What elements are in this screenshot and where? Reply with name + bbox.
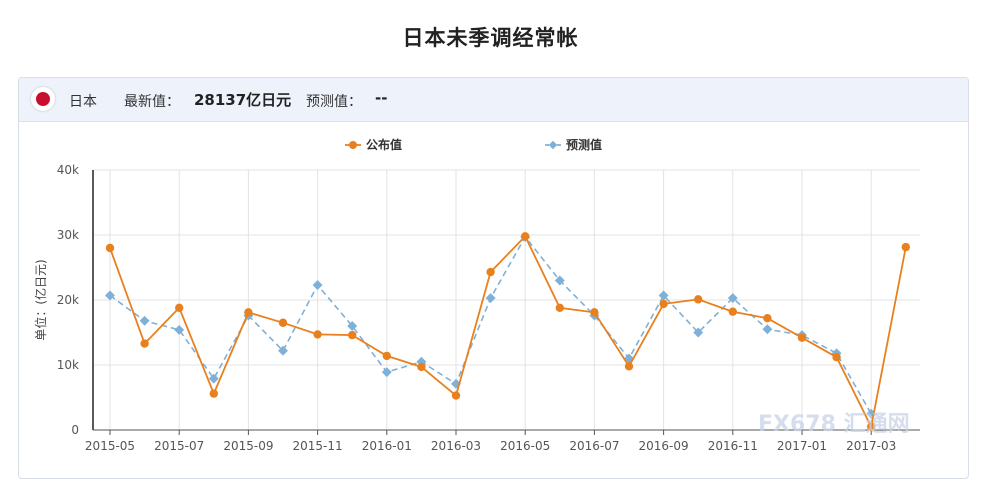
y-axis-label: 单位：(亿日元) [33, 259, 48, 340]
published-point [901, 242, 910, 252]
forecast-point [727, 293, 738, 303]
forecast-point [381, 367, 392, 378]
published-point [313, 330, 322, 339]
y-tick-label: 20k [57, 293, 79, 307]
published-point [624, 362, 634, 371]
legend-forecast-label: 预测值 [566, 137, 602, 152]
published-point [348, 330, 357, 340]
legend-forecast-marker [548, 140, 558, 150]
published-point [590, 308, 599, 317]
forecast-point [347, 321, 358, 331]
x-tick-label: 2017-01 [777, 439, 827, 453]
x-tick-label: 2015-11 [293, 439, 343, 453]
x-tick-label: 2016-01 [362, 439, 412, 453]
x-tick-label: 2016-11 [708, 439, 758, 453]
published-series-line [109, 234, 907, 430]
x-tick-label: 2016-05 [500, 439, 550, 453]
country-name: 日本 [69, 94, 97, 110]
x-tick-label: 2015-07 [154, 439, 204, 453]
watermark: FX678 汇通网 [758, 412, 910, 437]
published-point [105, 243, 115, 253]
forecast-point [312, 280, 323, 290]
x-tick-label: 2015-09 [223, 439, 273, 453]
published-point [486, 267, 495, 277]
forecast-point [693, 327, 704, 338]
x-tick-label: 2016-07 [569, 439, 619, 453]
legend-published-marker [349, 141, 357, 149]
x-tick-label: 2016-09 [639, 439, 689, 453]
latest-value: 28137亿日元 [194, 91, 292, 109]
published-point [763, 314, 772, 323]
forecast-label: 预测值： [306, 94, 362, 110]
forecast-point [554, 275, 565, 286]
forecast-value: -- [375, 89, 388, 107]
forecast-point [658, 290, 669, 301]
x-tick-label: 2017-03 [846, 439, 896, 453]
published-point [867, 422, 876, 431]
published-point [694, 295, 703, 304]
forecast-point [278, 345, 288, 356]
y-tick-label: 30k [57, 228, 79, 242]
chart-panel: 日本 最新值： 28137亿日元 预测值： -- [18, 77, 969, 479]
published-point [175, 303, 184, 312]
forecast-series-line [109, 235, 872, 415]
x-tick-label: 2015-05 [85, 439, 135, 453]
forecast-point [208, 373, 219, 384]
y-tick-label: 40k [57, 163, 79, 177]
published-point [728, 307, 737, 316]
y-tick-label: 10k [57, 358, 79, 372]
forecast-point [174, 324, 185, 335]
latest-label: 最新值： [124, 94, 180, 110]
published-point [382, 351, 391, 361]
published-point [521, 232, 530, 241]
y-tick-label: 0 [71, 423, 79, 437]
forecast-point [139, 315, 150, 326]
published-point [832, 353, 841, 362]
published-point [555, 303, 564, 312]
x-tick-label: 2016-03 [431, 439, 481, 453]
published-point [451, 391, 461, 400]
forecast-point [762, 324, 773, 335]
published-point [140, 339, 149, 348]
legend-published-label: 公布值 [366, 137, 402, 152]
published-point [209, 389, 218, 398]
japan-flag-icon [31, 87, 55, 111]
published-point [244, 308, 253, 317]
published-point [659, 299, 668, 309]
published-point [278, 318, 288, 327]
forecast-point [485, 293, 496, 303]
published-point [797, 333, 807, 342]
line-chart: 0 10k 20k 30k 40k 2015-05 2015-07 2015-09 2015-1… [33, 137, 920, 453]
page-title: 日本未季调经常帐 [402, 26, 579, 50]
published-point [417, 362, 426, 372]
info-bar: 日本 最新值： 28137亿日元 预测值： -- [19, 78, 968, 122]
